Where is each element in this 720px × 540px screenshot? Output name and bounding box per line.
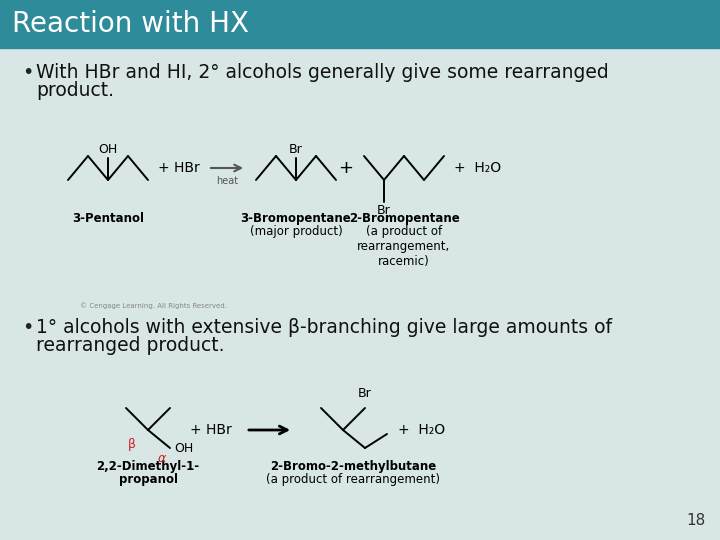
Text: Br: Br bbox=[289, 143, 303, 156]
Text: OH: OH bbox=[174, 442, 193, 456]
Text: •: • bbox=[22, 318, 33, 337]
Text: 2-Bromo-2-methylbutane: 2-Bromo-2-methylbutane bbox=[270, 460, 436, 473]
Text: rearranged product.: rearranged product. bbox=[36, 336, 225, 355]
Text: +  H₂O: + H₂O bbox=[398, 423, 445, 437]
Text: + HBr: + HBr bbox=[190, 423, 232, 437]
Text: + HBr: + HBr bbox=[158, 161, 199, 175]
Text: 18: 18 bbox=[687, 513, 706, 528]
Text: Br: Br bbox=[358, 387, 372, 400]
Text: β: β bbox=[128, 438, 136, 451]
Text: •: • bbox=[22, 63, 33, 82]
Text: Br: Br bbox=[377, 204, 391, 217]
Text: (a product of
rearrangement,
racemic): (a product of rearrangement, racemic) bbox=[357, 225, 451, 268]
Text: 2-Bromopentane: 2-Bromopentane bbox=[348, 212, 459, 225]
Text: propanol: propanol bbox=[119, 473, 178, 486]
Bar bbox=[0, 0, 720, 48]
Text: With HBr and HI, 2° alcohols generally give some rearranged: With HBr and HI, 2° alcohols generally g… bbox=[36, 63, 608, 82]
Text: +: + bbox=[338, 159, 354, 177]
Text: (major product): (major product) bbox=[250, 225, 343, 238]
Text: 3-Bromopentane: 3-Bromopentane bbox=[240, 212, 351, 225]
Text: OH: OH bbox=[99, 143, 117, 156]
Text: heat: heat bbox=[216, 176, 238, 186]
Text: 1° alcohols with extensive β-branching give large amounts of: 1° alcohols with extensive β-branching g… bbox=[36, 318, 612, 337]
Text: Reaction with HX: Reaction with HX bbox=[12, 10, 249, 38]
Text: 2,2-Dimethyl-1-: 2,2-Dimethyl-1- bbox=[96, 460, 199, 473]
Text: product.: product. bbox=[36, 81, 114, 100]
Text: 3-Pentanol: 3-Pentanol bbox=[72, 212, 144, 225]
Text: α: α bbox=[158, 452, 166, 465]
Text: +  H₂O: + H₂O bbox=[454, 161, 501, 175]
Text: © Cengage Learning. All Rights Reserved.: © Cengage Learning. All Rights Reserved. bbox=[80, 302, 227, 309]
Text: (a product of rearrangement): (a product of rearrangement) bbox=[266, 473, 440, 486]
